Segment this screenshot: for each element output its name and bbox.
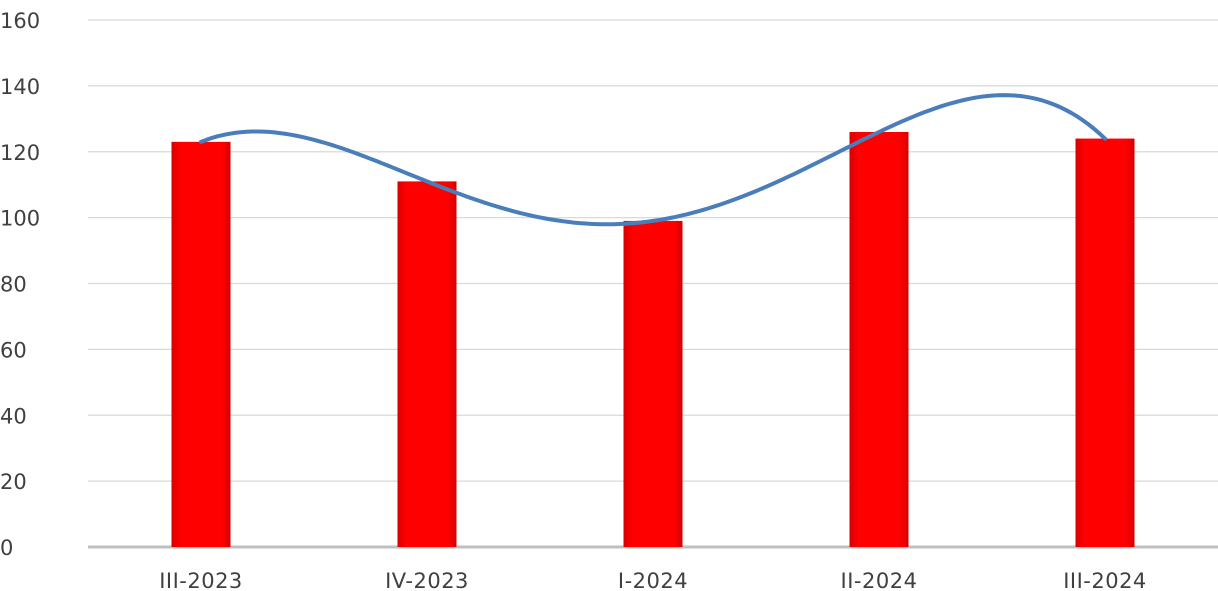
bar [1075, 138, 1135, 547]
bars [171, 131, 1135, 548]
x-tick-label: III-2024 [1063, 569, 1147, 591]
y-tick-label: 0 [0, 536, 13, 560]
bar [397, 181, 457, 548]
y-tick-label: 160 [0, 9, 40, 33]
bar [849, 131, 909, 548]
x-tick-label: III-2023 [159, 569, 243, 591]
bar [623, 220, 683, 547]
y-tick-label: 20 [0, 470, 27, 494]
y-tick-label: 120 [0, 141, 40, 165]
y-tick-label: 80 [0, 273, 27, 297]
trendline-group [199, 93, 1107, 227]
y-tick-label: 140 [0, 75, 40, 99]
bar [171, 141, 231, 547]
x-axis-categories: III-2023 IV-2023 I-2024 II-2024 III-2024 [159, 569, 1147, 591]
x-tick-label: II-2024 [841, 569, 918, 591]
x-tick-label: I-2024 [618, 569, 688, 591]
y-axis-ticks: 0 20 40 60 80 100 120 140 160 [0, 9, 40, 560]
x-tick-label: IV-2023 [385, 569, 469, 591]
y-tick-label: 60 [0, 338, 27, 362]
y-tick-label: 40 [0, 404, 27, 428]
trendline [199, 93, 1107, 227]
y-tick-label: 100 [0, 207, 40, 231]
